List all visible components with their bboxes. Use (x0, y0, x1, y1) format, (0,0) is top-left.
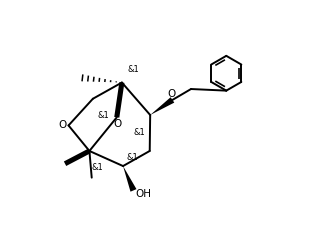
Polygon shape (150, 98, 174, 116)
Text: &1: &1 (134, 128, 146, 137)
Polygon shape (123, 166, 136, 192)
Polygon shape (114, 83, 124, 118)
Text: OH: OH (135, 188, 151, 198)
Text: &1: &1 (127, 152, 138, 161)
Text: &1: &1 (128, 64, 139, 73)
Text: O: O (167, 88, 176, 99)
Polygon shape (64, 149, 91, 166)
Text: &1: &1 (97, 111, 109, 120)
Text: O: O (59, 120, 67, 130)
Text: &1: &1 (92, 162, 103, 171)
Text: O: O (114, 119, 122, 129)
